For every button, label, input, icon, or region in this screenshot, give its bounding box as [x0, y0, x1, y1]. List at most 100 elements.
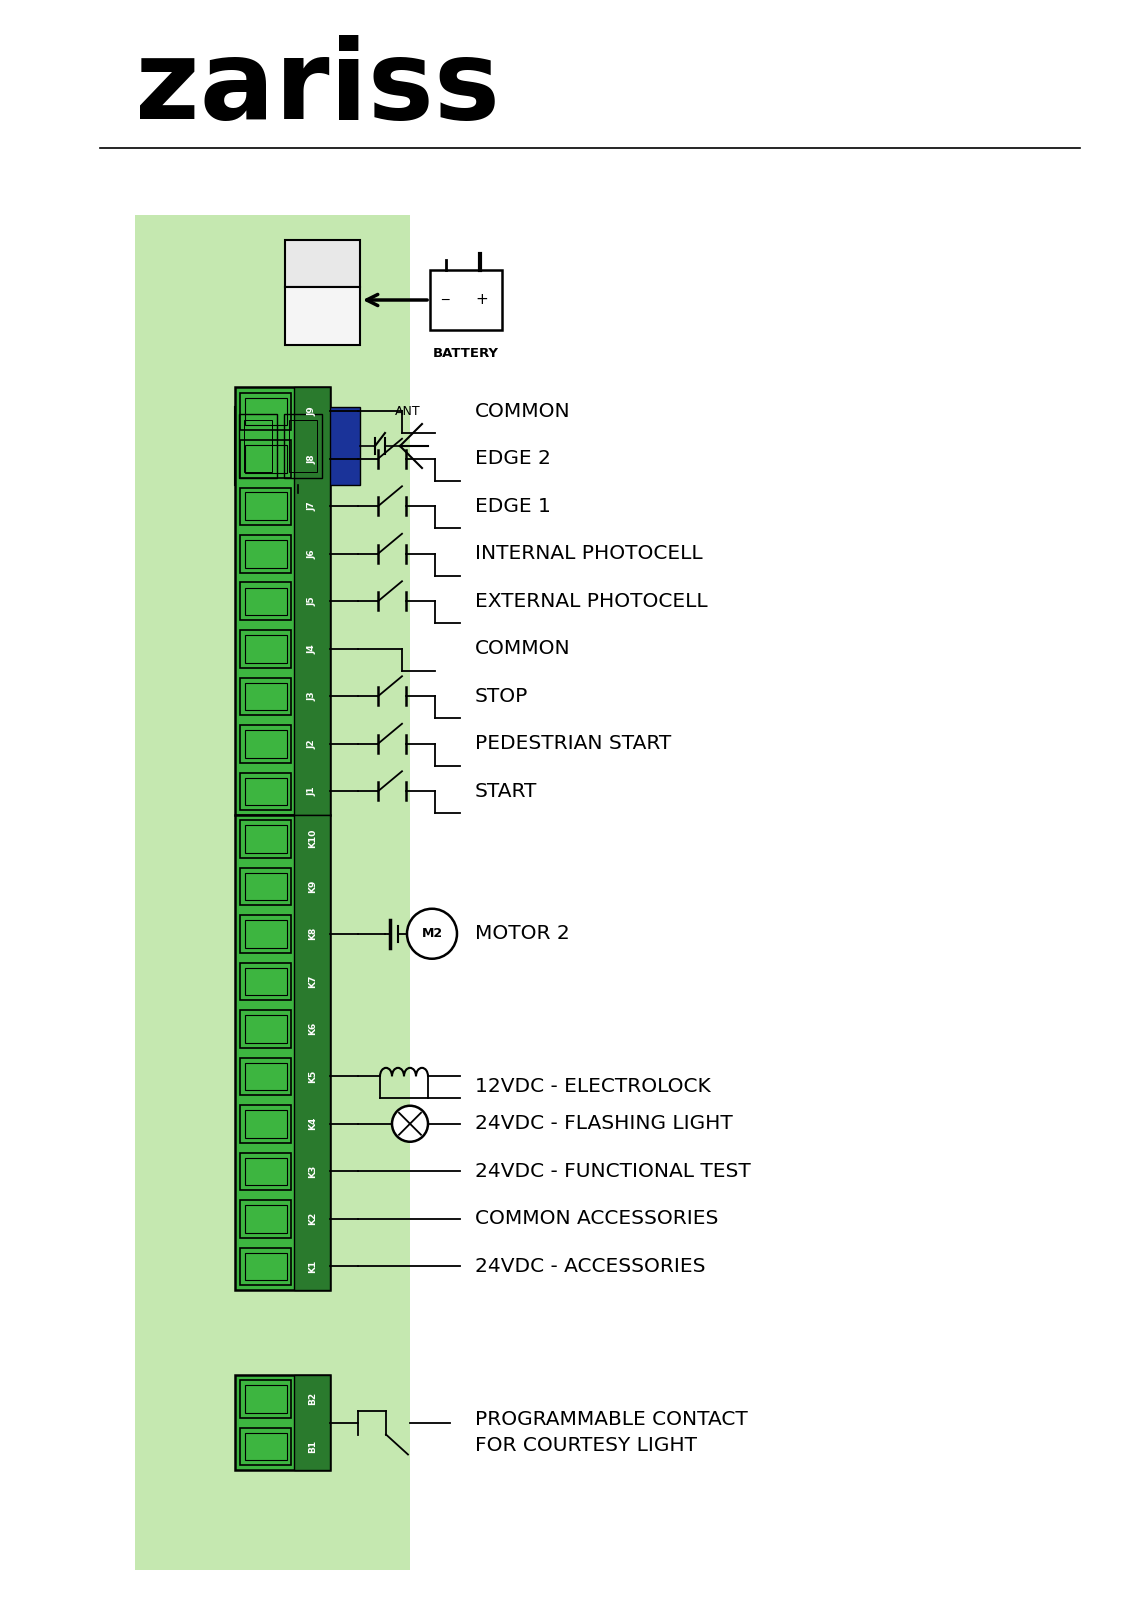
Bar: [245, 445, 286, 472]
Text: J4: J4: [308, 643, 317, 654]
Text: K8: K8: [308, 926, 317, 941]
Text: +: +: [475, 293, 488, 307]
Text: K2: K2: [308, 1213, 317, 1226]
Text: ANT: ANT: [395, 405, 421, 418]
Bar: [245, 683, 286, 710]
Bar: [289, 419, 317, 472]
Bar: [430, 270, 501, 330]
Text: COMMON: COMMON: [475, 402, 571, 421]
Bar: [284, 414, 321, 478]
Bar: [240, 1010, 291, 1048]
Bar: [245, 1014, 286, 1043]
Bar: [245, 872, 286, 899]
Bar: [240, 1058, 291, 1094]
Text: K10: K10: [308, 829, 317, 848]
Text: J8: J8: [308, 454, 317, 464]
Bar: [245, 778, 286, 805]
Bar: [245, 587, 286, 614]
Bar: [240, 915, 291, 952]
Text: zariss: zariss: [135, 35, 500, 142]
Bar: [294, 814, 331, 1290]
Bar: [235, 387, 331, 814]
Bar: [240, 1106, 291, 1142]
Bar: [240, 725, 291, 763]
Text: J5: J5: [308, 597, 317, 606]
Text: J2: J2: [308, 739, 317, 749]
Text: 24VDC - ACCESSORIES: 24VDC - ACCESSORIES: [475, 1256, 705, 1275]
Text: 12VDC - ELECTROLOCK: 12VDC - ELECTROLOCK: [475, 1077, 711, 1096]
Bar: [245, 1386, 286, 1413]
Text: MOTOR 2: MOTOR 2: [475, 925, 569, 944]
Text: 24VDC - FLASHING LIGHT: 24VDC - FLASHING LIGHT: [475, 1114, 732, 1133]
Bar: [245, 419, 272, 472]
Bar: [245, 1432, 286, 1459]
Bar: [285, 288, 360, 346]
Bar: [245, 920, 286, 947]
Bar: [245, 1062, 286, 1090]
Bar: [240, 1248, 291, 1285]
Text: EDGE 1: EDGE 1: [475, 496, 551, 515]
Bar: [245, 1205, 286, 1232]
Bar: [245, 1253, 286, 1280]
Text: BATTERY: BATTERY: [434, 347, 499, 360]
Bar: [240, 963, 291, 1000]
Text: J6: J6: [308, 549, 317, 558]
Bar: [245, 493, 286, 520]
Circle shape: [392, 1106, 428, 1142]
Text: INTERNAL PHOTOCELL: INTERNAL PHOTOCELL: [475, 544, 703, 563]
Bar: [325, 406, 360, 485]
Bar: [240, 773, 291, 810]
Bar: [294, 1374, 331, 1470]
Text: K1: K1: [308, 1259, 317, 1274]
Bar: [285, 240, 360, 288]
Bar: [240, 1427, 291, 1466]
Text: K9: K9: [308, 880, 317, 893]
Bar: [245, 730, 286, 757]
Bar: [245, 826, 286, 853]
Text: 24VDC - FUNCTIONAL TEST: 24VDC - FUNCTIONAL TEST: [475, 1162, 751, 1181]
Text: COMMON ACCESSORIES: COMMON ACCESSORIES: [475, 1210, 719, 1229]
Bar: [240, 677, 291, 715]
Bar: [240, 534, 291, 573]
Bar: [235, 406, 325, 485]
Bar: [240, 819, 291, 858]
Text: STOP: STOP: [475, 686, 529, 706]
Bar: [245, 541, 286, 568]
Text: K5: K5: [308, 1070, 317, 1083]
Bar: [240, 630, 291, 667]
Bar: [245, 968, 286, 995]
Bar: [239, 414, 277, 478]
Text: B2: B2: [308, 1392, 317, 1405]
Bar: [294, 387, 331, 814]
Bar: [245, 1157, 286, 1186]
Text: COMMON: COMMON: [475, 640, 571, 658]
Bar: [240, 1152, 291, 1190]
Text: M2: M2: [421, 928, 443, 941]
Bar: [235, 814, 331, 1290]
Bar: [240, 867, 291, 906]
Text: START: START: [475, 782, 538, 800]
Text: K4: K4: [308, 1117, 317, 1131]
Text: K3: K3: [308, 1165, 317, 1178]
Bar: [240, 582, 291, 619]
Text: J3: J3: [308, 691, 317, 701]
Text: EDGE 2: EDGE 2: [475, 450, 551, 469]
Bar: [245, 397, 286, 426]
Text: K7: K7: [308, 974, 317, 987]
Text: B1: B1: [308, 1440, 317, 1453]
Circle shape: [408, 909, 457, 958]
Text: EXTERNAL PHOTOCELL: EXTERNAL PHOTOCELL: [475, 592, 708, 611]
Text: PEDESTRIAN START: PEDESTRIAN START: [475, 734, 671, 754]
Bar: [245, 1110, 286, 1138]
Bar: [240, 488, 291, 525]
Bar: [235, 1374, 331, 1470]
Text: J7: J7: [308, 501, 317, 510]
Text: PROGRAMMABLE CONTACT
FOR COURTESY LIGHT: PROGRAMMABLE CONTACT FOR COURTESY LIGHT: [475, 1410, 748, 1456]
Text: K6: K6: [308, 1022, 317, 1035]
Text: ─: ─: [441, 293, 448, 307]
Bar: [245, 635, 286, 662]
Bar: [135, 214, 410, 1570]
Text: J9: J9: [308, 406, 317, 416]
Bar: [240, 1200, 291, 1237]
Bar: [240, 392, 291, 430]
